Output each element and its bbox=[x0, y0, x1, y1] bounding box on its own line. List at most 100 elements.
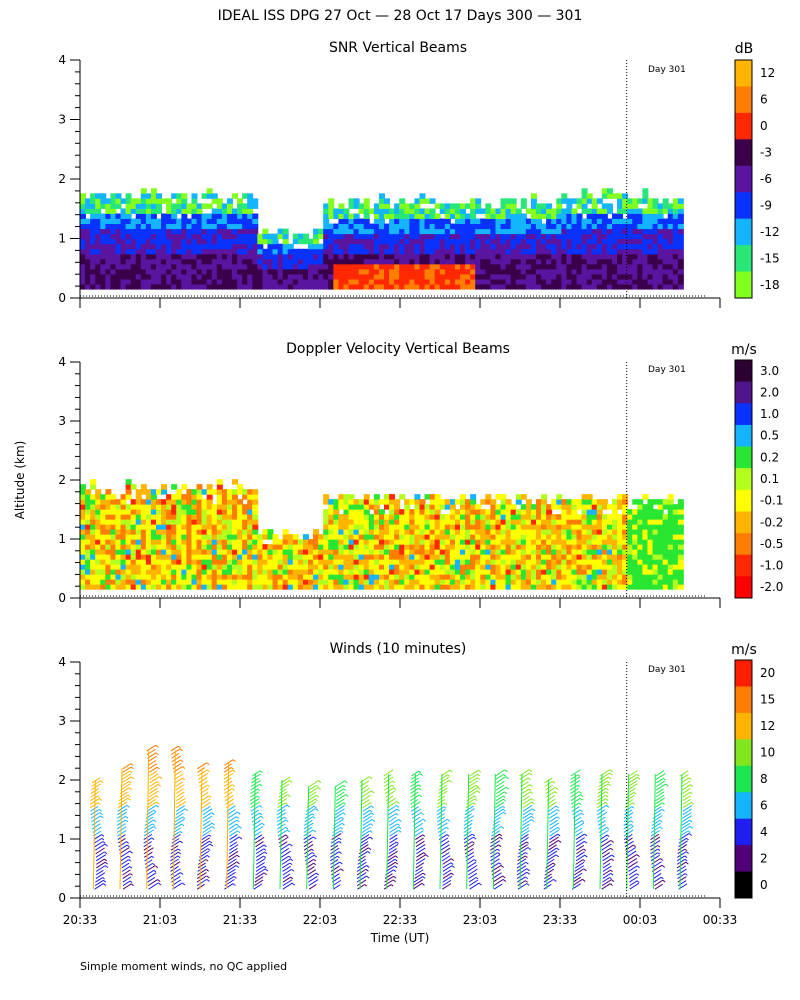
doppler-cell bbox=[601, 504, 608, 510]
doppler-cell bbox=[292, 549, 299, 555]
doppler-cell bbox=[389, 549, 396, 555]
snr-cell bbox=[536, 268, 542, 275]
snr-cell bbox=[622, 243, 629, 250]
doppler-cell bbox=[480, 529, 487, 535]
doppler-cell bbox=[515, 549, 522, 555]
doppler-cell bbox=[115, 569, 122, 575]
snr-cell bbox=[672, 208, 679, 214]
snr-cell bbox=[424, 253, 431, 260]
doppler-cell bbox=[196, 524, 203, 530]
doppler-cell bbox=[642, 574, 649, 580]
doppler-cell bbox=[308, 539, 314, 545]
doppler-cell bbox=[353, 519, 360, 525]
snr-cell bbox=[536, 279, 542, 285]
doppler-cell bbox=[632, 559, 639, 565]
doppler-cell bbox=[409, 564, 416, 570]
doppler-cell bbox=[323, 549, 330, 555]
snr-cell bbox=[520, 198, 527, 204]
doppler-cell bbox=[135, 564, 142, 570]
doppler-cell bbox=[206, 554, 213, 560]
doppler-cell bbox=[581, 529, 588, 535]
snr-cell bbox=[667, 233, 674, 240]
snr-cell bbox=[632, 233, 639, 240]
doppler-cell bbox=[612, 509, 618, 515]
doppler-cell bbox=[429, 504, 436, 510]
doppler-cell bbox=[161, 524, 168, 530]
snr-cell bbox=[221, 203, 228, 209]
doppler-cell bbox=[333, 529, 340, 535]
snr-cell bbox=[505, 258, 512, 265]
snr-cell bbox=[257, 258, 264, 265]
doppler-cell bbox=[485, 524, 492, 530]
snr-cell bbox=[601, 284, 608, 290]
snr-cell bbox=[125, 284, 132, 290]
wind-barb bbox=[335, 798, 345, 805]
doppler-cell bbox=[632, 539, 639, 545]
doppler-cell bbox=[571, 554, 578, 560]
snr-cell bbox=[130, 203, 137, 209]
doppler-cell bbox=[566, 564, 573, 570]
snr-cell bbox=[378, 213, 385, 219]
doppler-cell bbox=[475, 584, 482, 590]
doppler-cell bbox=[632, 534, 639, 540]
snr-cell bbox=[181, 213, 188, 219]
snr-cell bbox=[530, 263, 537, 270]
doppler-cell bbox=[480, 549, 487, 555]
doppler-cell bbox=[444, 559, 451, 565]
doppler-cell bbox=[171, 569, 178, 575]
doppler-cell bbox=[465, 544, 472, 550]
snr-cell bbox=[510, 263, 517, 270]
snr-cell bbox=[444, 268, 451, 275]
snr-cell bbox=[191, 284, 198, 290]
snr-cell bbox=[378, 279, 385, 285]
doppler-cell bbox=[267, 554, 274, 560]
doppler-cell bbox=[424, 504, 431, 510]
doppler-cell bbox=[419, 579, 426, 585]
snr-cell bbox=[627, 203, 634, 209]
snr-cell bbox=[596, 268, 603, 275]
doppler-cell bbox=[399, 574, 406, 580]
doppler-cell bbox=[389, 494, 396, 500]
snr-cell bbox=[196, 273, 203, 280]
snr-cell bbox=[272, 258, 279, 265]
snr-cell bbox=[176, 263, 183, 270]
snr-cell bbox=[226, 228, 233, 235]
doppler-cell bbox=[120, 574, 127, 580]
wind-barb bbox=[437, 790, 448, 798]
snr-cell bbox=[419, 218, 426, 225]
doppler-cell bbox=[358, 569, 365, 575]
doppler-cell bbox=[637, 539, 644, 545]
doppler-cell bbox=[571, 539, 578, 545]
doppler-cell bbox=[105, 554, 112, 560]
doppler-cell bbox=[135, 584, 142, 590]
doppler-cell bbox=[287, 544, 294, 550]
wind-barb-flag bbox=[312, 829, 317, 833]
snr-cell bbox=[389, 279, 396, 285]
wind-barb bbox=[196, 762, 207, 770]
doppler-cell bbox=[520, 494, 527, 500]
snr-cell bbox=[465, 228, 472, 235]
snr-cell bbox=[85, 218, 92, 225]
snr-cell bbox=[368, 263, 375, 270]
doppler-cell bbox=[612, 534, 618, 540]
doppler-cell bbox=[414, 569, 421, 575]
snr-cell bbox=[292, 279, 299, 285]
wind-barb-flag bbox=[156, 781, 160, 784]
doppler-cell bbox=[429, 544, 436, 550]
snr-cell bbox=[338, 213, 345, 219]
snr-cell bbox=[454, 233, 461, 240]
snr-cell bbox=[571, 243, 578, 250]
doppler-cell bbox=[596, 564, 603, 570]
doppler-cell bbox=[363, 559, 370, 565]
snr-cell bbox=[80, 223, 86, 230]
wind-barb bbox=[202, 805, 211, 812]
doppler-cell bbox=[95, 509, 102, 515]
doppler-cell bbox=[232, 549, 238, 555]
doppler-cell bbox=[434, 539, 441, 545]
doppler-cell bbox=[414, 544, 421, 550]
doppler-cell bbox=[318, 554, 325, 560]
doppler-cell bbox=[353, 579, 360, 585]
snr-cell bbox=[384, 253, 390, 260]
snr-cell bbox=[206, 263, 213, 270]
snr-cell bbox=[358, 203, 365, 209]
